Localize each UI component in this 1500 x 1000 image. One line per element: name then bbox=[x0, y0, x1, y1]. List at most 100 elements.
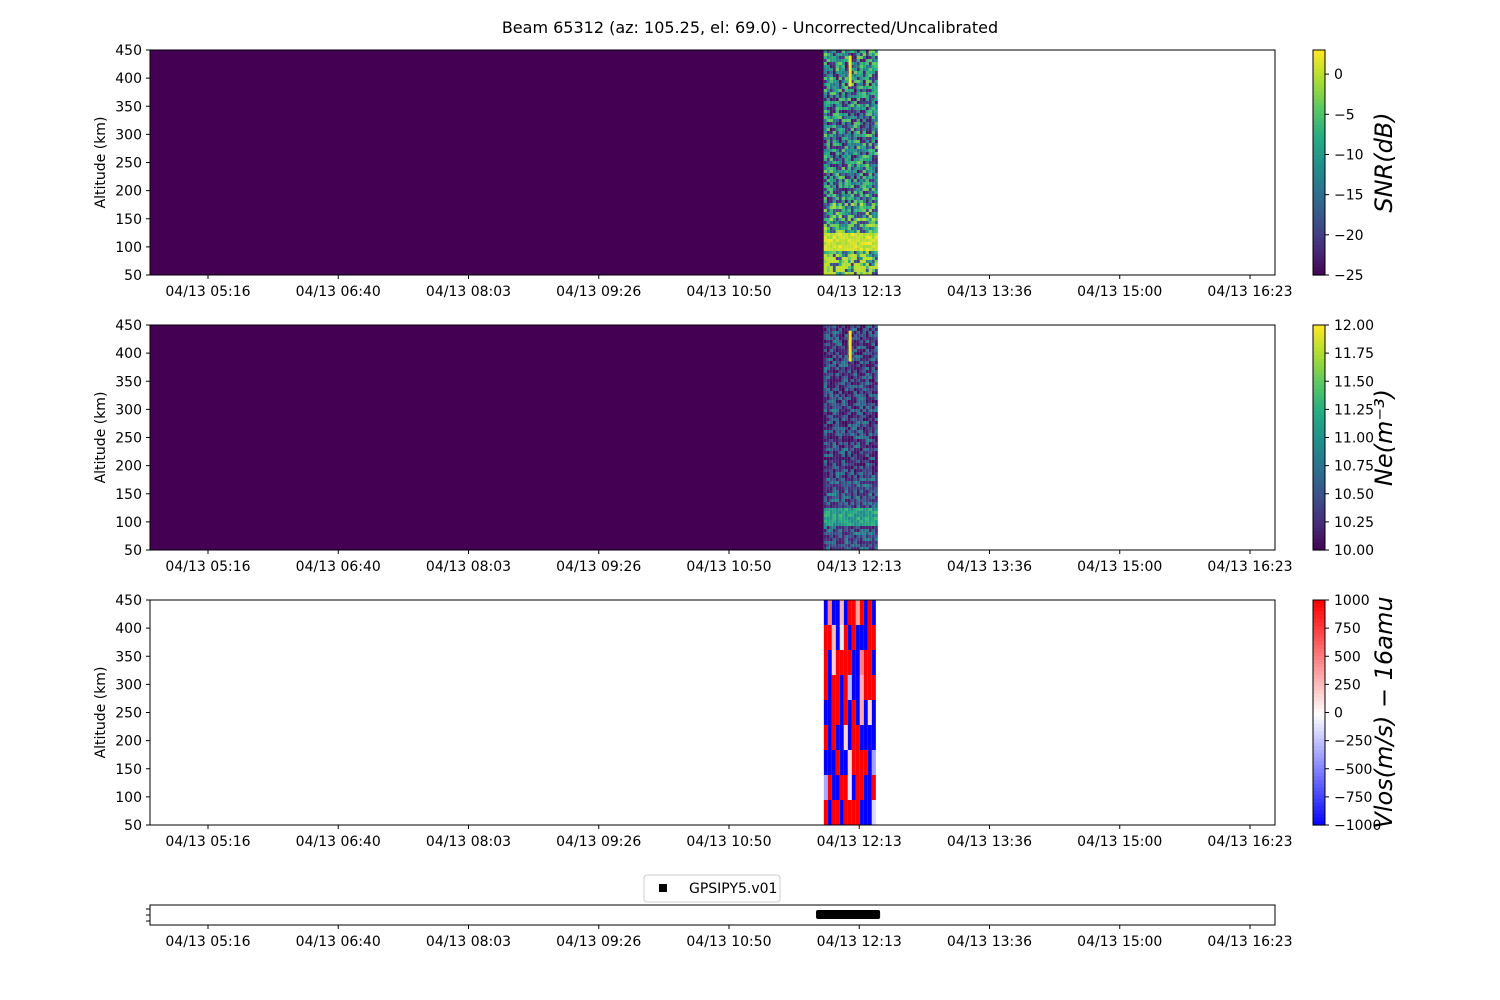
data-cell bbox=[832, 248, 836, 251]
data-cell bbox=[838, 490, 842, 493]
data-cell bbox=[850, 56, 854, 59]
data-cell bbox=[874, 445, 878, 448]
data-cell bbox=[829, 233, 833, 236]
data-cell bbox=[838, 382, 842, 385]
data-cell bbox=[841, 146, 845, 149]
data-cell bbox=[838, 508, 842, 511]
data-cell bbox=[862, 77, 866, 80]
data-cell bbox=[841, 80, 845, 83]
data-cell bbox=[868, 337, 872, 340]
data-cell bbox=[859, 200, 863, 203]
data-cell bbox=[856, 547, 860, 550]
data-cell bbox=[853, 122, 857, 125]
data-cell bbox=[832, 227, 836, 230]
data-cell bbox=[853, 469, 857, 472]
data-cell bbox=[832, 122, 836, 125]
data-cell bbox=[862, 451, 866, 454]
data-cell bbox=[844, 538, 848, 541]
data-cell bbox=[853, 218, 857, 221]
data-cell bbox=[853, 373, 857, 376]
data-cell bbox=[847, 188, 851, 191]
data-cell bbox=[838, 400, 842, 403]
data-cell bbox=[853, 188, 857, 191]
data-cell bbox=[835, 520, 839, 523]
data-cell bbox=[838, 257, 842, 260]
data-cell bbox=[856, 155, 860, 158]
data-cell bbox=[865, 430, 869, 433]
colorbar-segment bbox=[1313, 482, 1325, 487]
data-cell bbox=[865, 251, 869, 254]
data-cell bbox=[868, 125, 872, 128]
data-cell bbox=[850, 517, 854, 520]
data-cell bbox=[831, 650, 836, 675]
data-cell bbox=[832, 209, 836, 212]
data-cell bbox=[835, 508, 839, 511]
data-cell bbox=[841, 131, 845, 134]
data-cell bbox=[841, 457, 845, 460]
data-cell bbox=[865, 92, 869, 95]
data-cell bbox=[838, 107, 842, 110]
data-cell bbox=[850, 412, 854, 415]
data-cell bbox=[832, 448, 836, 451]
y-tick-label: 200 bbox=[115, 184, 142, 200]
colorbar-segment bbox=[1313, 753, 1325, 759]
data-cell bbox=[838, 98, 842, 101]
data-cell bbox=[844, 436, 848, 439]
data-cell bbox=[835, 409, 839, 412]
data-cell bbox=[832, 343, 836, 346]
data-cell bbox=[862, 107, 866, 110]
data-cell bbox=[874, 505, 878, 508]
data-cell bbox=[838, 227, 842, 230]
data-cell bbox=[850, 358, 854, 361]
data-cell bbox=[868, 481, 872, 484]
data-cell bbox=[874, 239, 878, 242]
data-cell bbox=[826, 511, 830, 514]
data-cell bbox=[844, 421, 848, 424]
data-cell bbox=[856, 104, 860, 107]
data-cell bbox=[862, 433, 866, 436]
data-cell bbox=[841, 529, 845, 532]
data-cell bbox=[850, 236, 854, 239]
data-cell bbox=[832, 77, 836, 80]
data-cell bbox=[844, 158, 848, 161]
data-cell bbox=[827, 625, 832, 650]
data-cell bbox=[847, 260, 851, 263]
data-cell bbox=[823, 400, 827, 403]
colorbar-tick-label: 12.00 bbox=[1334, 318, 1374, 334]
data-cell bbox=[823, 406, 827, 409]
data-cell bbox=[853, 242, 857, 245]
data-cell bbox=[841, 137, 845, 140]
colorbar-tick-label: 500 bbox=[1334, 649, 1361, 665]
data-cell bbox=[874, 182, 878, 185]
data-cell bbox=[835, 227, 839, 230]
data-cell bbox=[853, 203, 857, 206]
data-cell bbox=[862, 104, 866, 107]
data-cell bbox=[847, 478, 851, 481]
data-cell bbox=[850, 547, 854, 550]
data-cell bbox=[856, 343, 860, 346]
data-cell bbox=[862, 116, 866, 119]
colorbar-segment bbox=[1313, 671, 1325, 676]
data-cell bbox=[862, 343, 866, 346]
data-cell bbox=[823, 547, 827, 550]
data-cell bbox=[853, 263, 857, 266]
data-cell bbox=[826, 445, 830, 448]
data-cell bbox=[853, 134, 857, 137]
data-cell bbox=[856, 233, 860, 236]
data-cell bbox=[832, 164, 836, 167]
data-cell bbox=[871, 532, 875, 535]
data-cell bbox=[863, 700, 868, 725]
data-cell bbox=[874, 496, 878, 499]
data-cell bbox=[868, 379, 872, 382]
data-cell bbox=[841, 212, 845, 215]
data-cell bbox=[829, 415, 833, 418]
colorbar-segment bbox=[1313, 95, 1325, 100]
x-tick-label: 04/13 06:40 bbox=[296, 559, 381, 575]
data-cell bbox=[844, 128, 848, 131]
data-cell bbox=[841, 370, 845, 373]
data-cell bbox=[850, 325, 854, 328]
data-cell bbox=[874, 547, 878, 550]
data-cell bbox=[844, 209, 848, 212]
data-cell bbox=[835, 379, 839, 382]
data-cell bbox=[865, 188, 869, 191]
